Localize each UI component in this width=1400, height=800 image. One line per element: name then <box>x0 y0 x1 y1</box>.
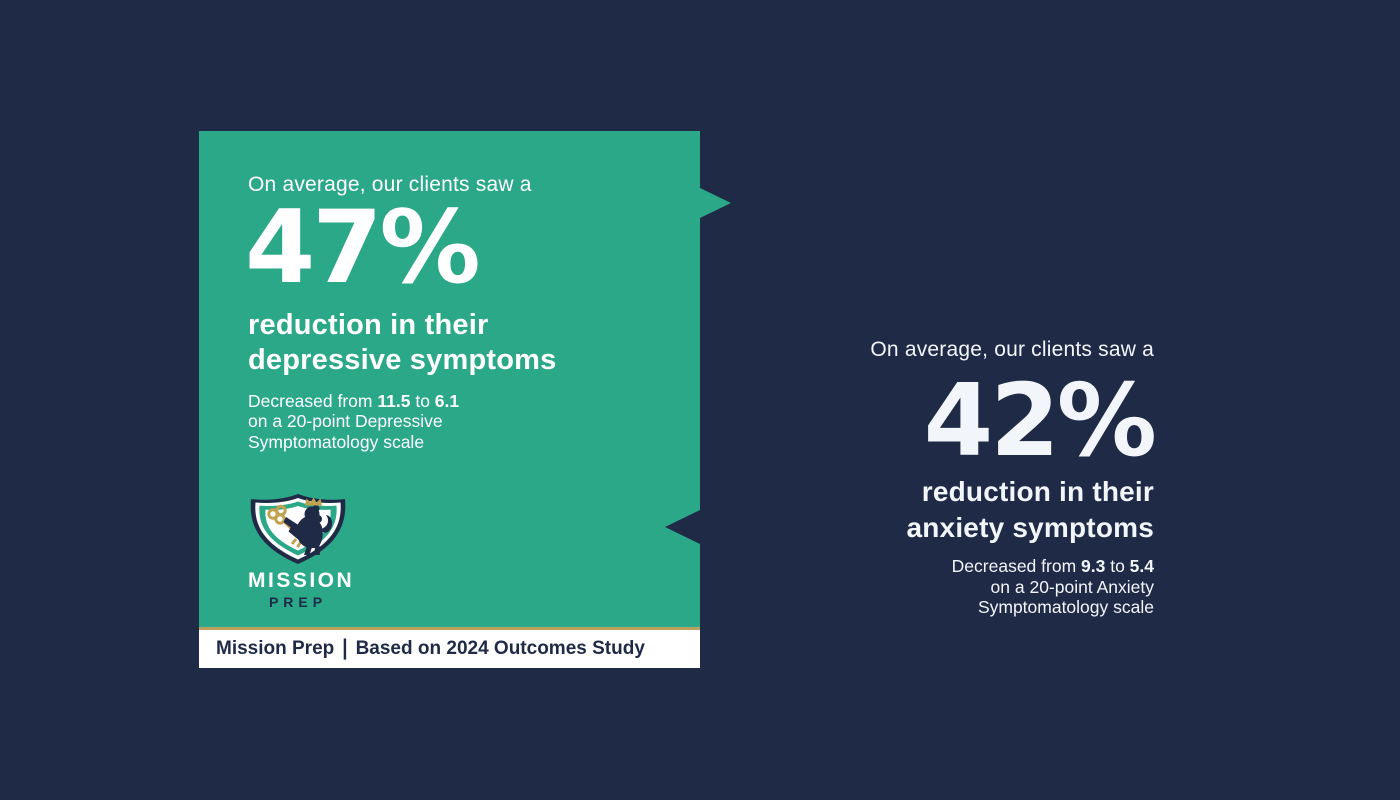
depression-stat-card: On average, our clients saw a 47% reduct… <box>199 131 731 668</box>
score-before: 11.5 <box>377 391 411 411</box>
card-tail-right-icon <box>700 188 731 218</box>
card-detail-text: Decreased from 11.5 to 6.1 on a 20-point… <box>248 391 459 452</box>
logo-wordmark: MISSION <box>248 569 355 592</box>
card-detail-line3: Symptomatology scale <box>248 431 425 452</box>
card-headline-line1: reduction in their <box>248 309 489 341</box>
score-after: 6.1 <box>434 391 460 411</box>
aside-headline-line1: reduction in their <box>921 476 1154 507</box>
anxiety-stat-block: On average, our clients saw a 42% reduct… <box>870 338 1157 618</box>
rampant-lion-icon <box>283 505 333 555</box>
aside-detail-text: Decreased from 9.3 to 5.4 on a 20-point … <box>870 556 1154 617</box>
card-footer-bar: Mission Prep | Based on 2024 Outcomes St… <box>199 627 700 668</box>
card-detail-line2: on a 20-point Depressive <box>248 411 443 432</box>
score-before: 9.3 <box>1081 556 1106 577</box>
detail-connector: to <box>410 391 435 411</box>
logo-wordmark-sub: PREP <box>268 594 328 610</box>
aside-detail-line2: on a 20-point Anxiety <box>990 576 1154 597</box>
card-intro-text: On average, our clients saw a <box>248 173 532 196</box>
aside-intro-text: On average, our clients saw a <box>870 338 1154 361</box>
aside-headline: reduction in their anxiety symptoms <box>870 474 1154 545</box>
anxiety-reduction-stat: 42% <box>923 362 1157 479</box>
aside-detail-line3: Symptomatology scale <box>977 597 1154 618</box>
footer-source-note: Based on 2024 Outcomes Study <box>355 638 645 659</box>
footer-divider: | <box>342 636 348 661</box>
crown-icon <box>305 497 322 506</box>
card-headline: reduction in their depressive symptoms <box>248 308 556 378</box>
card-notch-left-icon <box>665 510 700 544</box>
detail-prefix: Decreased from <box>248 391 378 411</box>
footer-brand: Mission Prep <box>216 638 335 659</box>
card-headline-line2: depressive symptoms <box>248 344 557 377</box>
aside-headline-line2: anxiety symptoms <box>906 511 1154 543</box>
mission-prep-crest-icon <box>250 494 346 564</box>
detail-prefix: Decreased from <box>951 556 1082 577</box>
detail-connector: to <box>1105 556 1130 577</box>
aside-detail-line1: Decreased from 9.3 to 5.4 <box>870 556 1154 576</box>
card-detail-line1: Decreased from 11.5 to 6.1 <box>248 391 459 411</box>
depression-reduction-stat: 47% <box>245 188 481 306</box>
score-after: 5.4 <box>1129 556 1154 577</box>
mission-prep-logo: MISSION PREP <box>248 493 355 610</box>
